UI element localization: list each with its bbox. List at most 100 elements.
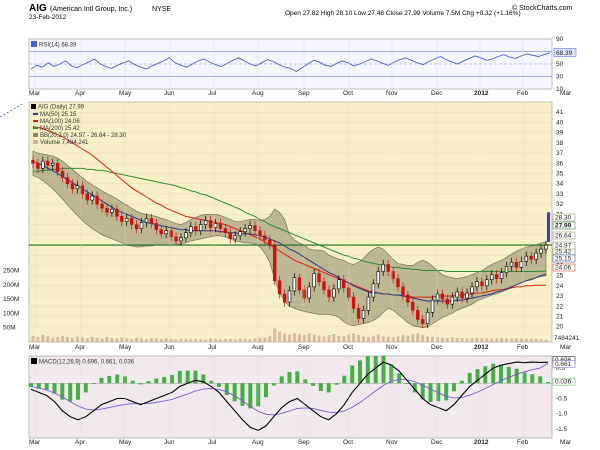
candle-body (199, 224, 203, 232)
rsi-tick-label: 50 (556, 61, 564, 68)
candle-body (317, 273, 321, 283)
volume-bar (342, 336, 346, 342)
macd-value-label: 0.036 (555, 379, 572, 386)
macd-axis-tick-label: Dec (431, 439, 443, 446)
volume-tick-label: 250M (3, 268, 19, 275)
price-value-box (552, 221, 576, 230)
volume-tick-label: 150M (3, 296, 19, 303)
macd-histogram-bar (217, 383, 221, 387)
volume-bar (36, 336, 40, 342)
price-tick-label: 33 (556, 191, 564, 198)
price-tick-label: 40 (556, 119, 564, 126)
volume-bar (80, 337, 84, 342)
price-tick-label: 24 (556, 283, 564, 290)
price-axis-tick-label: Mar (560, 344, 572, 351)
volume-bar (386, 336, 390, 342)
volume-bar (66, 337, 69, 342)
price-tick-label: 39 (556, 130, 564, 137)
rsi-axis-tick-label: Feb (517, 90, 529, 97)
rsi-axis-tick-label: 2012 (474, 90, 489, 97)
price-value-box (552, 263, 576, 272)
macd-axis-tick-label: Mar (29, 439, 41, 446)
candle-body (391, 271, 395, 279)
rsi-axis-tick-label: Sep (298, 90, 310, 97)
candle-body (519, 260, 524, 268)
candle-body (159, 229, 163, 235)
candle-body (465, 292, 469, 299)
macd-histogram-bar (68, 383, 73, 402)
candle-body (174, 236, 178, 242)
macd-histogram-bar (295, 371, 300, 384)
rsi-axis-tick-label: Nov (386, 90, 398, 97)
volume-bar (529, 338, 533, 342)
price-axis-tick-label: Nov (386, 344, 398, 351)
volume-bar (61, 336, 65, 342)
candle-body (268, 239, 272, 246)
volume-bar (253, 338, 257, 342)
volume-bar (307, 333, 311, 342)
candle-body (243, 228, 247, 233)
candle-body (455, 291, 459, 298)
macd-histogram-bar (99, 377, 104, 384)
volume-bar (41, 334, 45, 342)
volume-bar (302, 335, 306, 342)
candle-body (322, 281, 326, 291)
volume-bar (278, 331, 282, 342)
macd-histogram-bar (491, 363, 496, 384)
candle-body (435, 293, 440, 301)
volume-bar (110, 338, 114, 342)
volume-bar (426, 336, 430, 342)
volume-bar (416, 333, 420, 342)
candle-body (194, 226, 198, 232)
volume-bar (396, 336, 400, 342)
rsi-axis-tick-label: Mar (29, 90, 41, 97)
volume-bar (85, 338, 89, 342)
volume-bar (337, 335, 341, 342)
candle-body (184, 232, 188, 239)
macd-tick-label: -1.0 (556, 411, 568, 418)
price-value-box (552, 241, 576, 250)
volume-bar (169, 338, 173, 342)
macd-histogram-bar (506, 366, 511, 384)
price-tick-label: 20 (556, 324, 564, 331)
candle-body (411, 301, 415, 311)
volume-bar (115, 338, 119, 342)
candle-body (70, 183, 75, 190)
candle-body (430, 299, 435, 313)
macd-histogram-bar (76, 383, 80, 400)
volume-bar (401, 335, 405, 342)
price-axis-tick-label: Feb (517, 344, 529, 351)
candle-body (361, 309, 366, 319)
volume-bar (228, 339, 232, 342)
volume-bar (510, 338, 513, 342)
price-legend: AIG (Daily) 27.99 MA(50) 25.15 MA(100) 2… (31, 104, 127, 146)
volume-bar (204, 339, 208, 342)
macd-histogram-bar (271, 383, 276, 386)
volume-bar (105, 337, 109, 342)
candle-body (115, 208, 119, 217)
volume-bar (100, 338, 104, 342)
volume-bar (495, 338, 499, 342)
volume-bar (283, 333, 287, 342)
rsi-tick-label: 90 (556, 36, 564, 43)
price-value-box (552, 254, 576, 263)
macd-histogram-bar (162, 376, 167, 384)
volume-bar (371, 335, 375, 342)
macd-histogram-bar (29, 383, 33, 387)
rsi-legend-label: RSI(14) 68.39 (39, 43, 77, 49)
candle-body (90, 195, 94, 201)
macd-axis-tick-label: Oct (343, 439, 353, 446)
candle-body (36, 163, 40, 169)
volume-bar (460, 338, 464, 342)
candle-body (233, 235, 237, 240)
macd-histogram-bar (467, 372, 472, 384)
volume-bar (539, 339, 543, 342)
candle-body (203, 220, 208, 225)
rsi-tick-label: 30 (556, 74, 564, 81)
candle-body (208, 220, 213, 228)
candle-body (445, 298, 449, 305)
macd-value-box (552, 377, 576, 386)
candle-body (396, 278, 400, 288)
volume-bar (164, 338, 168, 342)
